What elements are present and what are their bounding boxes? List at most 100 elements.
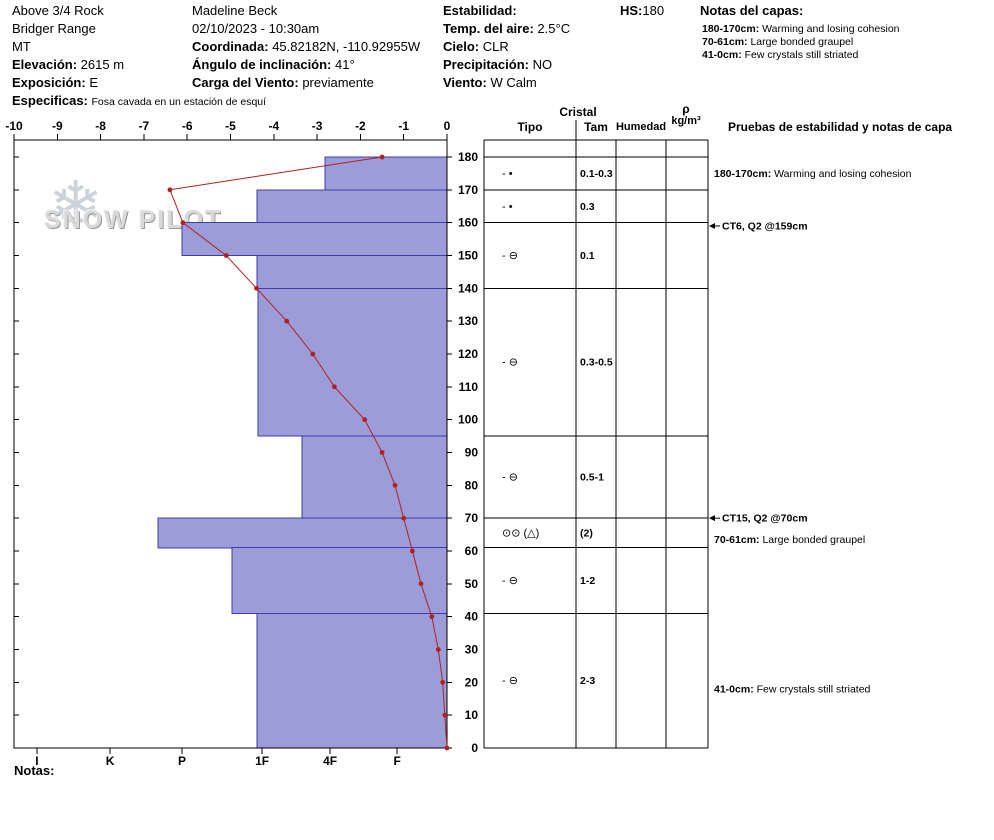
- coordinates-label: Coordinada:: [192, 39, 269, 54]
- test-arrow-head: [709, 515, 715, 522]
- depth-label-10: 10: [465, 708, 479, 722]
- snow-layer-bar-70-61-P+: [157, 517, 448, 549]
- depth-label-80: 80: [465, 478, 479, 492]
- temp-point-10: [442, 712, 448, 718]
- hardness-label-K: K: [106, 754, 115, 768]
- temp-point-110: [332, 384, 337, 390]
- elevation-label: Elevación:: [12, 57, 78, 72]
- depth-label-90: 90: [465, 446, 479, 460]
- footer-notes-label: Notas:: [14, 763, 55, 778]
- grain-size-140-95: 0.3-0.5: [580, 357, 613, 369]
- depth-label-20: 20: [465, 675, 479, 689]
- temp-axis-label: -8: [95, 119, 106, 133]
- airtemp-label: Temp. del aire:: [443, 21, 534, 36]
- temp-point-60: [410, 548, 415, 554]
- temp-point-180: [379, 154, 385, 160]
- airtemp-value: 2.5°C: [537, 21, 571, 36]
- temp-point-130: [284, 318, 290, 324]
- site-name-text: Above 3/4 Rock: [12, 3, 104, 18]
- wind-value: W Calm: [490, 75, 537, 90]
- grain-type-41-0: - ⊖: [502, 675, 518, 687]
- test-arrow-head: [709, 222, 715, 229]
- layer-note-header-3-label: 41-0cm:: [702, 49, 742, 61]
- windloading-line: Carga del Viento: previamente: [192, 76, 374, 90]
- hardness-label-4F: 4F: [323, 754, 337, 768]
- layer-note-header-2-text: Large bonded graupel: [750, 36, 854, 48]
- elevation-line: Elevación: 2615 m: [12, 58, 124, 72]
- temp-point-40: [429, 614, 435, 620]
- hardness-label-F: F: [394, 754, 401, 768]
- temp-point-70: [401, 515, 407, 521]
- col-header-stability-tests: Pruebas de estabilidad y notas de capa: [728, 120, 953, 134]
- temp-axis-label: -3: [312, 119, 323, 133]
- col-header-tipo: Tipo: [517, 120, 543, 134]
- depth-label-130: 130: [458, 314, 478, 328]
- temp-point-50: [418, 581, 424, 587]
- precip-value: NO: [532, 57, 553, 72]
- grain-type-140-95: - ⊖: [502, 357, 518, 369]
- airtemp-line: Temp. del aire: 2.5°C: [443, 22, 570, 36]
- stability-line: Estabilidad:: [443, 4, 517, 18]
- temp-axis-label: -6: [182, 119, 193, 133]
- snow-layer-bar-160-150-P: [181, 222, 448, 256]
- temp-axis-label: -10: [5, 119, 23, 133]
- grain-size-70-61: (2): [580, 527, 593, 539]
- specifics-line: Especificas: Fosa cavada en un estación …: [12, 94, 266, 109]
- snow-layer-bar-180-170-4F: [324, 156, 448, 191]
- observer-name: Madeline Beck: [192, 4, 277, 18]
- depth-label-180: 180: [458, 150, 478, 164]
- depth-label-110: 110: [459, 380, 479, 394]
- temp-axis-label: -9: [52, 119, 63, 133]
- layer-note-0: 180-170cm: Warming and losing cohesion: [714, 168, 912, 180]
- temp-point-140: [254, 285, 259, 291]
- depth-label-170: 170: [458, 183, 478, 197]
- stability-test-2: CT15, Q2 @70cm: [722, 513, 808, 525]
- depth-label-120: 120: [458, 347, 478, 361]
- windloading-value: previamente: [302, 75, 374, 90]
- grain-type-170-160: - •: [502, 201, 513, 213]
- hardness-label-P: P: [178, 754, 186, 768]
- temp-axis-label: -2: [355, 119, 366, 133]
- aspect-line: Exposición: E: [12, 76, 98, 90]
- depth-label-140: 140: [458, 281, 478, 295]
- temp-axis-label: -7: [139, 119, 150, 133]
- incline-line: Ángulo de inclinación: 41°: [192, 58, 355, 72]
- state-text: MT: [12, 39, 31, 54]
- temp-point-170: [167, 187, 173, 193]
- stability-label: Estabilidad:: [443, 3, 517, 18]
- layer-note-header-1-label: 180-170cm:: [702, 23, 760, 35]
- sky-value: CLR: [482, 39, 509, 54]
- hs-label: HS:: [620, 3, 643, 18]
- grain-type-160-140: - ⊖: [502, 250, 518, 262]
- coordinates-line: Coordinada: 45.82182N, -110.92955W: [192, 40, 420, 54]
- depth-label-40: 40: [465, 610, 479, 624]
- hardness-label-I: I: [35, 754, 38, 768]
- observer-name-text: Madeline Beck: [192, 3, 278, 18]
- precip-label: Precipitación:: [443, 57, 529, 72]
- temp-point-0: [444, 745, 450, 751]
- temp-axis-label: -5: [225, 119, 236, 133]
- temp-axis-label: -4: [268, 119, 279, 133]
- coordinates-value: 45.82182N, -110.92955W: [272, 39, 421, 54]
- hs-value: 180: [642, 3, 665, 18]
- site-name: Above 3/4 Rock: [12, 4, 104, 18]
- mountain-range: Bridger Range: [12, 22, 96, 36]
- grain-size-160-140: 0.1: [580, 250, 595, 262]
- specifics-value: Fosa cavada en un estación de esquí: [91, 96, 267, 108]
- grain-type-95-70: - ⊖: [502, 472, 518, 484]
- temp-point-120: [310, 351, 316, 357]
- grain-size-180-170: 0.1-0.3: [580, 168, 613, 180]
- elevation-value: 2615 m: [80, 57, 125, 72]
- col-header-density-symbol: ρ: [682, 102, 690, 116]
- snow-layer-bar-61-41-1F+: [231, 547, 448, 614]
- layer-notes-title: Notas del capas:: [700, 4, 803, 18]
- aspect-value: E: [89, 75, 98, 90]
- layer-note-header-3: 41-0cm: Few crystals still striated: [702, 49, 858, 61]
- layer-note-header-2: 70-61cm: Large bonded graupel: [702, 36, 853, 48]
- temp-axis-label: 0: [444, 119, 451, 133]
- sky-line: Cielo: CLR: [443, 40, 509, 54]
- precip-line: Precipitación: NO: [443, 58, 552, 72]
- layer-note-header-1: 180-170cm: Warming and losing cohesion: [702, 23, 900, 35]
